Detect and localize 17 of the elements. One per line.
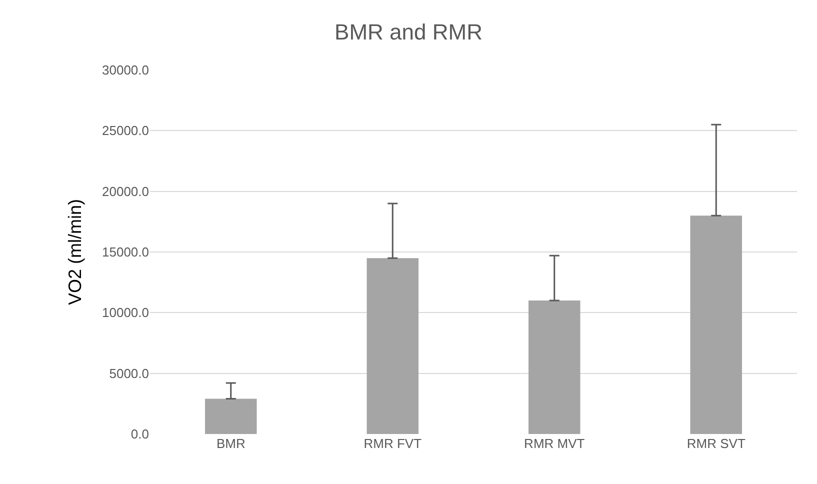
bar [205, 398, 257, 434]
x-tick-label: RMR MVT [524, 436, 585, 451]
y-tick-label: 25000.0 [102, 123, 149, 138]
bar [690, 216, 742, 434]
y-tick-label: 0.0 [130, 426, 149, 442]
y-axis-title: VO2 (ml/min) [65, 198, 86, 306]
x-tick-label: BMR [216, 436, 246, 451]
y-tick-label: 10000.0 [102, 305, 149, 320]
x-tick-label: RMR SVT [686, 436, 746, 451]
y-tick-label: 15000.0 [102, 244, 149, 260]
bar [366, 258, 419, 434]
bar [528, 300, 580, 434]
chart-title: BMR and RMR [334, 20, 482, 45]
y-tick-label: 5000.0 [109, 366, 149, 381]
y-tick-label: 30000.0 [102, 62, 149, 78]
x-tick-label: RMR FVT [364, 436, 422, 451]
y-tick-label: 20000.0 [102, 184, 149, 199]
